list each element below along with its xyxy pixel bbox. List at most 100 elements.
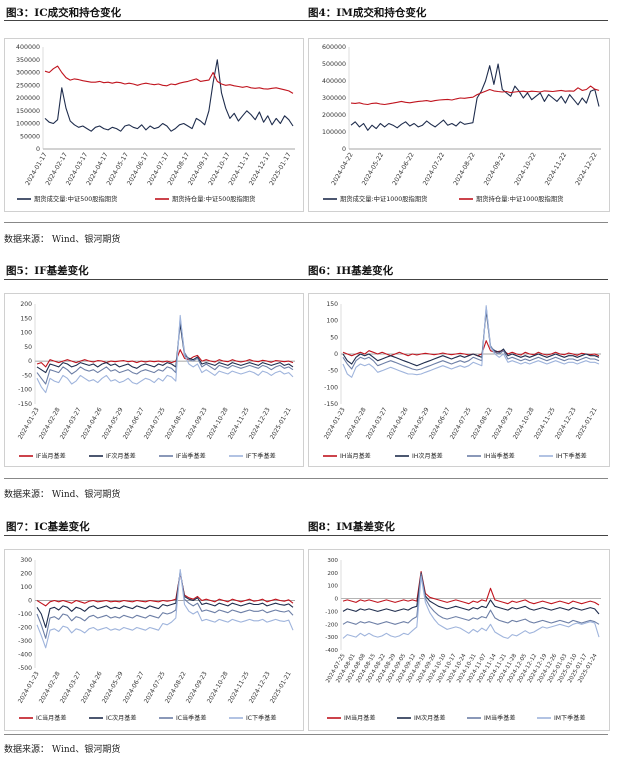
y-tick-label: 500000 (322, 61, 346, 68)
series-line-1 (342, 340, 600, 357)
x-tick-label: 2024-09-23 (185, 670, 209, 704)
series-line-2 (36, 323, 294, 374)
caption-fig3: 图3：IC成交和持仓变化 (6, 7, 122, 19)
x-tick-label: 2024-09-22 (483, 152, 507, 187)
y-tick-label: -100 (324, 384, 338, 391)
y-tick-label: -500 (18, 665, 32, 672)
source-rule (4, 734, 608, 735)
x-tick-label: 2024-01-23 (17, 670, 41, 704)
y-tick-label: 200 (20, 301, 32, 308)
source-label: 数据来源： (4, 745, 50, 755)
y-tick-label: 0 (334, 597, 338, 603)
x-tick-label: 2024-04-26 (386, 406, 410, 440)
x-tick-label: 2024-06-27 (122, 670, 146, 704)
legend-label: 期货持仓量:中证500股指期货 (172, 194, 255, 203)
y-tick-label: 50 (24, 344, 32, 351)
y-tick-label: 600000 (322, 44, 346, 51)
series-line-3 (342, 306, 600, 371)
y-tick-label: 100000 (16, 121, 40, 128)
y-tick-label: 0 (36, 146, 40, 153)
y-tick-label: 150 (326, 301, 338, 308)
chart-panel-fig4: 0 100000 200000 300000 400000 500000 600000 202… (308, 38, 610, 212)
source-note-1: 数据来源： Wind、银河期货 (4, 232, 120, 245)
legend-label: IM下季基差 (554, 714, 585, 722)
y-tick-label: 200 (327, 571, 338, 577)
legend-label: 期货成交量:中证1000股指期货 (340, 194, 427, 203)
x-tick-label: 2024-08-22 (164, 406, 188, 440)
x-tick-label: 2024-10-28 (206, 670, 230, 704)
legend-label: 期货成交量:中证500股指期货 (34, 194, 117, 203)
x-tick-label: 2024-04-26 (80, 406, 104, 440)
series-line-4 (36, 314, 294, 394)
y-tick-label: -300 (18, 638, 32, 645)
y-tick-label: 300 (20, 557, 32, 564)
x-tick-label: 2024-03-27 (59, 406, 83, 440)
y-tick-label: -300 (325, 635, 338, 641)
x-tick-label: 2024-05-29 (101, 406, 125, 440)
y-tick-label: -200 (18, 625, 32, 632)
legend-label: IM次月基差 (414, 714, 445, 722)
chart-fig3: 0 50000 100000 150000 200000 250000 300000 3500… (16, 44, 295, 203)
y-tick-label: 150000 (16, 108, 40, 115)
y-tick-label: -100 (18, 611, 32, 618)
source-label: 数据来源： (4, 235, 50, 245)
y-tick-label: 50 (330, 334, 338, 341)
x-tick-label: 2024-08-22 (164, 670, 188, 704)
y-tick-label: 400000 (16, 44, 40, 51)
legend-label: 期货持仓量:中证1000股指期货 (476, 194, 563, 203)
source-vendors: Wind、银河期货 (51, 490, 121, 500)
chart-panel-fig8: -400 -300 -200 -100 0 100 200 300 2024-07-25 2024… (308, 549, 610, 731)
x-tick-label: 2024-06-22 (391, 152, 415, 187)
series-line-3 (342, 573, 600, 625)
legend-label: IH当季基差 (484, 452, 515, 460)
x-tick-label: 2024-11-25 (227, 670, 251, 704)
legend-label: IM当季基差 (484, 714, 515, 722)
y-tick-label: -200 (325, 622, 338, 628)
legend-label: IF下季基差 (246, 452, 276, 460)
y-tick-label: -400 (325, 648, 338, 654)
x-tick-label: 2024-09-23 (491, 406, 515, 440)
legend-label: IH当月基差 (340, 452, 371, 460)
x-tick-label: 2024-02-28 (38, 670, 62, 704)
y-tick-label: 200 (20, 571, 32, 578)
x-tick-label: 2024-09-23 (185, 406, 209, 440)
series-line-1 (44, 59, 294, 132)
x-tick-label: 2024-06-27 (122, 406, 146, 440)
chart-fig8: -400-300-200-10001002003002024-07-252024… (325, 558, 601, 722)
legend-label: IF次月基差 (106, 452, 136, 460)
x-tick-label: 2024-01-23 (323, 406, 347, 440)
source-note-2: 数据来源： Wind、银河期货 (4, 487, 120, 500)
chart-fig4: 0 100000 200000 300000 400000 500000 600000 202… (322, 44, 601, 203)
y-tick-label: 100 (327, 584, 338, 590)
x-tick-label: 2024-04-26 (80, 670, 104, 704)
y-tick-label: 300 (327, 558, 338, 564)
y-tick-label: 200000 (16, 95, 40, 102)
y-tick-label: -400 (18, 652, 32, 659)
y-tick-label: -50 (22, 372, 32, 379)
y-tick-label: -50 (328, 368, 338, 375)
y-tick-label: 0 (334, 351, 338, 358)
y-tick-label: 400000 (322, 78, 346, 85)
x-tick-label: 2024-11-25 (227, 406, 251, 440)
x-tick-label: 2024-05-29 (407, 406, 431, 440)
x-tick-label: 2024-11-22 (544, 152, 568, 187)
series-line-1 (350, 63, 600, 131)
chart-panel-fig5: -150 -100 -50 0 50 100 150 200 2024-01-23 2024-02… (4, 293, 304, 467)
source-vendors: Wind、银河期货 (51, 745, 121, 755)
y-tick-label: -100 (325, 609, 338, 615)
y-tick-label: 100 (20, 330, 32, 337)
x-tick-label: 2024-01-23 (17, 406, 41, 440)
series-line-2 (36, 571, 294, 629)
y-tick-label: -150 (18, 401, 32, 408)
series-line-1 (36, 572, 294, 607)
legend-label: IC次月基差 (106, 714, 136, 722)
y-tick-label: 100 (20, 584, 32, 591)
chart-fig5: -150 -100 -50 0 50 100 150 200 2024-01-232024-02… (17, 301, 295, 460)
caption-fig5: 图5：IF基差变化 (6, 265, 89, 277)
chart-panel-fig7: -500 -400 -300 -200 -100 0 100 200 300 2024-01-23… (4, 549, 304, 731)
caption-rule (4, 279, 608, 280)
y-tick-label: 0 (342, 146, 346, 153)
source-rule (4, 478, 608, 479)
x-tick-label: 2024-10-28 (512, 406, 536, 440)
series-line-3 (36, 570, 294, 639)
